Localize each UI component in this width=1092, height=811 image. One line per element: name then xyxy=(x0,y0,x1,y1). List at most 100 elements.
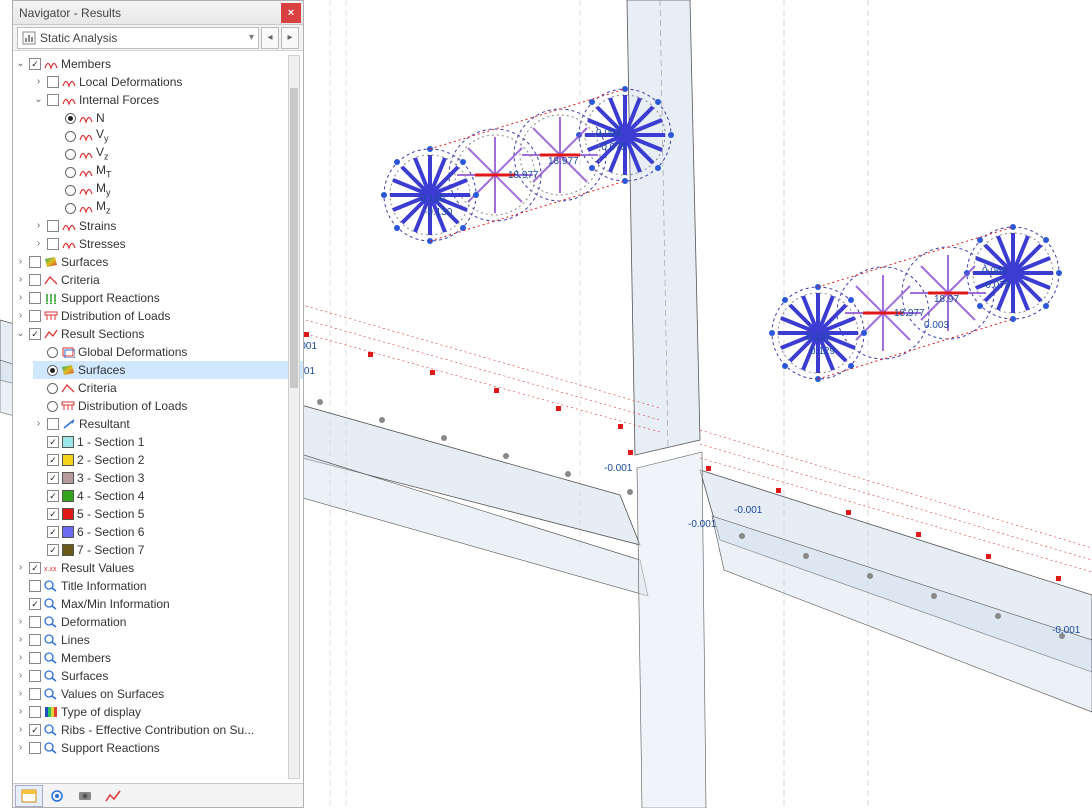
checkbox[interactable] xyxy=(47,454,59,466)
checkbox[interactable] xyxy=(29,310,41,322)
expand-toggle[interactable]: › xyxy=(33,239,44,250)
expand-toggle[interactable]: › xyxy=(15,617,26,628)
expand-toggle[interactable]: › xyxy=(15,311,26,322)
tree-criteria[interactable]: ›Criteria xyxy=(15,271,303,289)
tree-section-5[interactable]: 5 - Section 5 xyxy=(33,505,303,523)
radio[interactable] xyxy=(65,131,76,142)
checkbox[interactable] xyxy=(29,274,41,286)
tree-if-vz[interactable]: Vz xyxy=(51,145,303,163)
tree-deformation[interactable]: ›Deformation xyxy=(15,613,303,631)
tree-result-values[interactable]: ›x.xxResult Values xyxy=(15,559,303,577)
expand-toggle[interactable]: › xyxy=(15,725,26,736)
checkbox[interactable] xyxy=(29,292,41,304)
checkbox[interactable] xyxy=(29,670,41,682)
expand-toggle[interactable]: › xyxy=(15,653,26,664)
tree-maxmin-info[interactable]: Max/Min Information xyxy=(15,595,303,613)
tree-if-vy[interactable]: Vy xyxy=(51,127,303,145)
checkbox[interactable] xyxy=(29,562,41,574)
tree-if-my[interactable]: My xyxy=(51,181,303,199)
radio[interactable] xyxy=(65,185,76,196)
nav-prev-button[interactable]: ◂ xyxy=(261,27,279,49)
tree-if-n[interactable]: N xyxy=(51,109,303,127)
tab-results-icon[interactable] xyxy=(99,785,127,807)
checkbox[interactable] xyxy=(29,652,41,664)
tab-views-icon[interactable] xyxy=(71,785,99,807)
nav-next-button[interactable]: ▸ xyxy=(281,27,299,49)
checkbox[interactable] xyxy=(29,58,41,70)
expand-toggle[interactable]: › xyxy=(15,563,26,574)
checkbox[interactable] xyxy=(47,508,59,520)
checkbox[interactable] xyxy=(47,94,59,106)
tree-support-reactions-2[interactable]: ›Support Reactions xyxy=(15,739,303,757)
checkbox[interactable] xyxy=(29,634,41,646)
checkbox[interactable] xyxy=(47,418,59,430)
expand-toggle[interactable]: › xyxy=(15,707,26,718)
tree-strains[interactable]: ›Strains xyxy=(33,217,303,235)
expand-toggle[interactable]: › xyxy=(15,743,26,754)
checkbox[interactable] xyxy=(29,616,41,628)
tree-lines[interactable]: ›Lines xyxy=(15,631,303,649)
checkbox[interactable] xyxy=(47,76,59,88)
expand-toggle[interactable]: ⌄ xyxy=(15,329,26,340)
tree-container[interactable]: ⌄Members ›Local Deformations ⌄Internal F… xyxy=(13,51,303,783)
expand-toggle[interactable]: › xyxy=(15,671,26,682)
expand-toggle[interactable]: › xyxy=(33,419,44,430)
radio[interactable] xyxy=(65,203,76,214)
radio[interactable] xyxy=(47,401,58,412)
expand-toggle[interactable]: › xyxy=(15,257,26,268)
radio[interactable] xyxy=(47,365,58,376)
tree-rs-dist_loads[interactable]: Distribution of Loads xyxy=(33,397,303,415)
tree-rs-global_def[interactable]: Global Deformations xyxy=(33,343,303,361)
checkbox[interactable] xyxy=(47,544,59,556)
tree-if-mz[interactable]: Mz xyxy=(51,199,303,217)
radio[interactable] xyxy=(65,149,76,160)
checkbox[interactable] xyxy=(29,598,41,610)
tree-section-1[interactable]: 1 - Section 1 xyxy=(33,433,303,451)
tree-rs-surfaces[interactable]: Surfaces xyxy=(33,361,303,379)
close-icon[interactable]: × xyxy=(281,3,301,23)
tree-section-6[interactable]: 6 - Section 6 xyxy=(33,523,303,541)
tree-result-sections[interactable]: ⌄Result Sections xyxy=(15,325,303,343)
tree-type-of-display[interactable]: ›Type of display xyxy=(15,703,303,721)
expand-toggle[interactable]: ⌄ xyxy=(15,59,26,70)
tree-scroll-thumb[interactable] xyxy=(290,88,298,388)
checkbox[interactable] xyxy=(47,220,59,232)
radio[interactable] xyxy=(65,113,76,124)
tree-local-deformations[interactable]: ›Local Deformations xyxy=(33,73,303,91)
navigator-titlebar[interactable]: Navigator - Results × xyxy=(13,1,303,25)
expand-toggle[interactable]: › xyxy=(33,221,44,232)
tree-if-mt[interactable]: MT xyxy=(51,163,303,181)
radio[interactable] xyxy=(65,167,76,178)
tree-internal-forces[interactable]: ⌄Internal Forces xyxy=(33,91,303,109)
tree-section-7[interactable]: 7 - Section 7 xyxy=(33,541,303,559)
checkbox[interactable] xyxy=(29,724,41,736)
tree-resultant[interactable]: ›Resultant xyxy=(33,415,303,433)
tree-section-2[interactable]: 2 - Section 2 xyxy=(33,451,303,469)
tree-members[interactable]: ⌄Members xyxy=(15,55,303,73)
checkbox[interactable] xyxy=(29,256,41,268)
tab-display-icon[interactable] xyxy=(43,785,71,807)
checkbox[interactable] xyxy=(47,526,59,538)
tree-surfaces[interactable]: ›Surfaces xyxy=(15,253,303,271)
checkbox[interactable] xyxy=(47,436,59,448)
checkbox[interactable] xyxy=(47,490,59,502)
tree-surfaces-2[interactable]: ›Surfaces xyxy=(15,667,303,685)
checkbox[interactable] xyxy=(47,472,59,484)
checkbox[interactable] xyxy=(29,742,41,754)
tab-data-icon[interactable] xyxy=(15,785,43,807)
tree-members-2[interactable]: ›Members xyxy=(15,649,303,667)
radio[interactable] xyxy=(47,347,58,358)
tree-ribs[interactable]: ›Ribs - Effective Contribution on Su... xyxy=(15,721,303,739)
radio[interactable] xyxy=(47,383,58,394)
checkbox[interactable] xyxy=(29,688,41,700)
checkbox[interactable] xyxy=(47,238,59,250)
tree-section-4[interactable]: 4 - Section 4 xyxy=(33,487,303,505)
analysis-type-dropdown[interactable]: Static Analysis ▾ xyxy=(17,27,259,49)
tree-title-info[interactable]: Title Information xyxy=(15,577,303,595)
expand-toggle[interactable]: › xyxy=(15,689,26,700)
tree-section-3[interactable]: 3 - Section 3 xyxy=(33,469,303,487)
expand-toggle[interactable]: ⌄ xyxy=(33,95,44,106)
tree-dist-loads[interactable]: ›Distribution of Loads xyxy=(15,307,303,325)
expand-toggle[interactable]: › xyxy=(15,635,26,646)
checkbox[interactable] xyxy=(29,328,41,340)
